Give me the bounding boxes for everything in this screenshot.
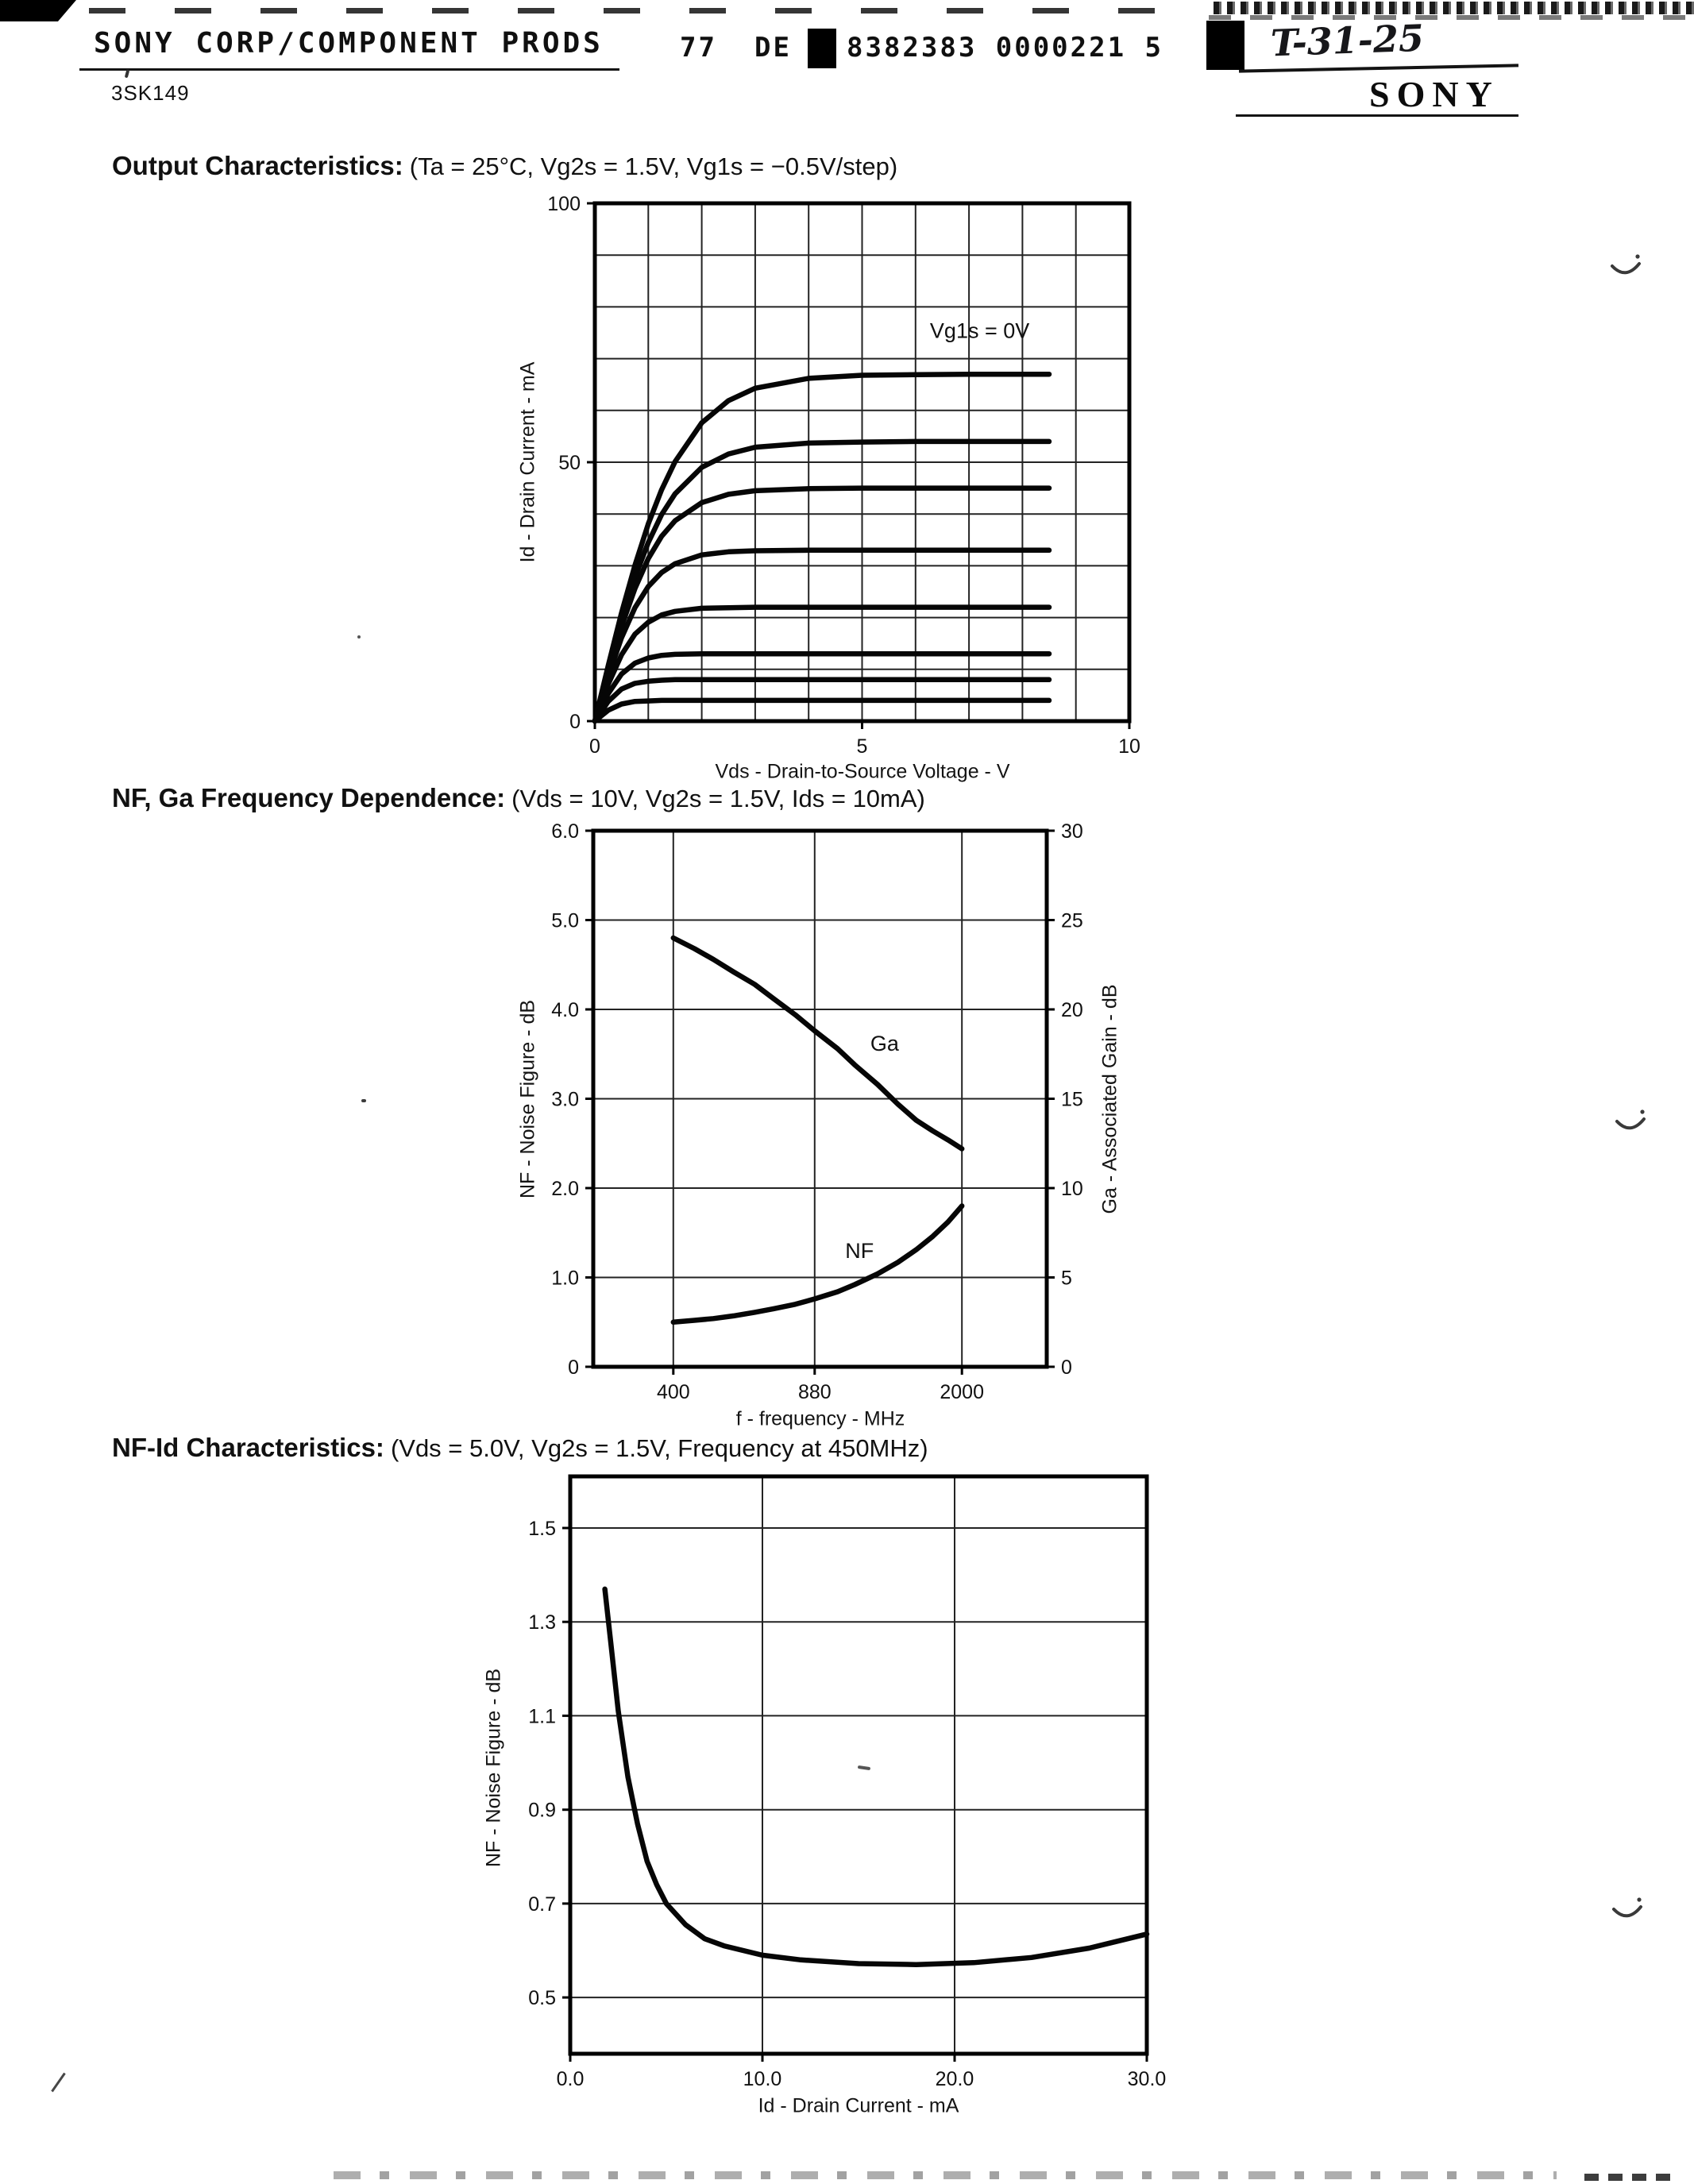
annotation-nf: NF (845, 1239, 874, 1263)
svg-text:30: 30 (1061, 820, 1083, 843)
nf-id-characteristics-plot: 0.0 10.0 20.0 30.0 0.5 0.7 0.9 1.1 1.3 1.5 (528, 1474, 1166, 2090)
stamp-de: DE (754, 32, 792, 64)
section-heading-output-characteristics: Output Characteristics: (Ta = 25°C, Vg2s … (112, 151, 897, 181)
chart3-x-axis-label: Id - Drain Current - mA (758, 2094, 959, 2117)
section-title: NF, Ga Frequency Dependence: (112, 783, 506, 812)
nf-ga-frequency-chart: 400 880 2000 0 1.0 2.0 3.0 4.0 5.0 6.0 0 5 10 15 20 25 3… (551, 820, 1083, 1403)
scan-smudge-bottom-right (1584, 2174, 1673, 2181)
series-nf (602, 1586, 1150, 1967)
svg-text:0: 0 (589, 735, 600, 758)
svg-text:3.0: 3.0 (551, 1089, 579, 1111)
part-number: 3SK149 (111, 81, 190, 105)
svg-text:10.0: 10.0 (743, 2068, 782, 2090)
output-characteristics-chart: 0 5 10 0 50 100 Vg1s = 0V (547, 193, 1140, 758)
svg-text:25: 25 (1061, 910, 1083, 932)
annotation-vg1s-0v: Vg1s = 0V (930, 319, 1029, 343)
chart3-y-axis-label: NF - Noise Figure - dB (482, 1668, 505, 1868)
svg-text:50: 50 (558, 452, 581, 474)
svg-text:1.1: 1.1 (528, 1705, 556, 1727)
scan-noise-top-right-2 (1209, 15, 1694, 20)
svg-text:0: 0 (568, 1356, 579, 1379)
handwritten-curl-icon (1615, 1109, 1646, 1130)
section-conditions: (Vds = 10V, Vg2s = 1.5V, Ids = 10mA) (511, 785, 925, 812)
svg-text:0: 0 (569, 711, 581, 733)
svg-text:10: 10 (1061, 1178, 1083, 1200)
section-conditions: (Ta = 25°C, Vg2s = 1.5V, Vg1s = −0.5V/st… (409, 152, 898, 180)
handwritten-curl-icon (1611, 254, 1641, 275)
svg-text:100: 100 (547, 193, 581, 215)
section-heading-nf-id-characteristics: NF-Id Characteristics: (Vds = 5.0V, Vg2s … (112, 1433, 928, 1463)
scan-smudge-bottom (334, 2171, 1557, 2179)
handwritten-ref: T-31-25 (1270, 16, 1425, 65)
chart1-y-axis-label: Id - Drain Current - mA (516, 361, 539, 563)
svg-text:1.0: 1.0 (551, 1268, 579, 1290)
series-vg1s-2-5v (592, 650, 1052, 724)
svg-text:20.0: 20.0 (936, 2068, 974, 2090)
svg-text:0.0: 0.0 (557, 2068, 585, 2090)
svg-text:5: 5 (1061, 1268, 1072, 1290)
vendor-header: SONY CORP/COMPONENT PRODS (94, 27, 604, 60)
svg-text:0.7: 0.7 (528, 1893, 556, 1916)
series-vg1s-1-5v (592, 547, 1052, 724)
annotation-ga: Ga (870, 1032, 900, 1055)
section-conditions: (Vds = 5.0V, Vg2s = 1.5V, Frequency at 4… (390, 1434, 928, 1462)
series-vg1s-0-5v (592, 438, 1052, 724)
svg-text:5.0: 5.0 (551, 910, 579, 932)
svg-text:1.3: 1.3 (528, 1611, 556, 1634)
svg-text:10: 10 (1118, 735, 1140, 758)
scan-dashes-top (89, 8, 1177, 14)
svg-text:30.0: 30.0 (1128, 2068, 1167, 2090)
stamp-code: 8382383 0000221 5 (847, 32, 1163, 64)
svg-text:2000: 2000 (940, 1381, 984, 1403)
chart2-y-axis-label-left: NF - Noise Figure - dB (516, 999, 539, 1199)
svg-text:0.5: 0.5 (528, 1987, 556, 2009)
svg-text:880: 880 (798, 1381, 832, 1403)
chart2-x-axis-label: f - frequency - MHz (735, 1407, 905, 1430)
svg-text:0: 0 (1061, 1356, 1072, 1379)
chart1-x-axis-label: Vds - Drain-to-Source Voltage - V (715, 760, 1010, 783)
nf-id-characteristics-chart: 0.0 10.0 20.0 30.0 0.5 0.7 0.9 1.1 1.3 1.5 (528, 1474, 1166, 2090)
series-vg1s-0v (592, 371, 1052, 724)
section-title: Output Characteristics: (112, 151, 403, 180)
pencil-slash-mark (51, 2072, 66, 2093)
scan-speck-1 (361, 1099, 366, 1102)
redaction-block-1 (808, 29, 836, 68)
stamp-number: 77 (680, 32, 717, 64)
section-title: NF-Id Characteristics: (112, 1433, 384, 1462)
svg-text:6.0: 6.0 (551, 820, 579, 843)
series-vg1s-2-0v (592, 604, 1052, 724)
series-nf (670, 1203, 965, 1325)
series-ga (670, 935, 965, 1152)
series-vg1s-1-0v (592, 485, 1052, 724)
svg-text:20: 20 (1061, 999, 1083, 1021)
svg-text:0.9: 0.9 (528, 1800, 556, 1822)
scan-mark-top-left-corner (0, 0, 76, 21)
handwritten-curl-icon (1612, 1897, 1642, 1918)
svg-text:5: 5 (857, 735, 868, 758)
header-underline (79, 68, 619, 71)
section-heading-nf-ga-frequency-dependence: NF, Ga Frequency Dependence: (Vds = 10V, … (112, 783, 925, 813)
nf-ga-frequency-dependence-plot: 400 880 2000 0 1.0 2.0 3.0 4.0 5.0 6.0 0 5 10 15 20 25 3… (551, 820, 1083, 1403)
sony-logo-underline (1236, 114, 1518, 117)
svg-text:1.5: 1.5 (528, 1518, 556, 1540)
svg-text:15: 15 (1061, 1089, 1083, 1111)
redaction-block-2 (1206, 21, 1244, 70)
series-vg1s-3-5v (592, 697, 1052, 724)
series-vg1s-3-0v (592, 677, 1052, 724)
handwritten-underline (1238, 64, 1519, 73)
scan-speck-comma (124, 69, 130, 79)
chart2-y-axis-label-right: Ga - Associated Gain - dB (1098, 984, 1121, 1214)
sony-logo: SONY (1369, 74, 1499, 114)
svg-text:400: 400 (657, 1381, 690, 1403)
scan-speck-2 (357, 635, 361, 639)
svg-text:4.0: 4.0 (551, 999, 579, 1021)
svg-text:2.0: 2.0 (551, 1178, 579, 1200)
scan-noise-top-right (1214, 2, 1694, 14)
